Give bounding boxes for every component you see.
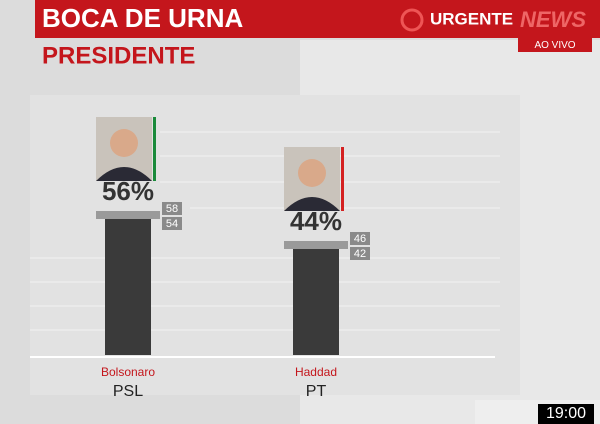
lower-box: [162, 217, 182, 230]
subtitle: PRESIDENTE: [42, 42, 195, 69]
range-cap: [284, 241, 348, 249]
range-cap: [96, 211, 160, 219]
photo-suit: [284, 197, 340, 211]
live-badge: [518, 38, 592, 52]
live-label: AO VIVO: [534, 40, 575, 51]
photo-face: [110, 129, 138, 157]
title: BOCA DE URNA: [42, 3, 243, 33]
photo-face: [298, 159, 326, 187]
upper-box: [162, 202, 182, 215]
photo-suit: [96, 167, 152, 181]
upper-label: 46: [354, 233, 366, 245]
candidate-name: Bolsonaro: [101, 365, 155, 379]
party-name: PSL: [113, 383, 143, 400]
upper-label: 58: [166, 203, 178, 215]
alert: URGENTE: [430, 9, 513, 28]
bar: [105, 215, 151, 355]
bar: [293, 245, 339, 355]
channel-logo: NEWS: [520, 7, 586, 32]
candidate-name: Haddad: [295, 365, 337, 379]
clock: 19:00: [546, 405, 586, 422]
logo-globe: [400, 8, 424, 32]
lower-label: 54: [166, 218, 178, 230]
party-stripe: [153, 117, 156, 181]
upper-box: [350, 232, 370, 245]
lower-label: 42: [354, 248, 366, 260]
party-stripe: [341, 147, 344, 211]
clock-box: [538, 404, 594, 424]
party-name: PT: [306, 383, 327, 400]
header-band: [35, 0, 600, 38]
lower-box: [350, 247, 370, 260]
